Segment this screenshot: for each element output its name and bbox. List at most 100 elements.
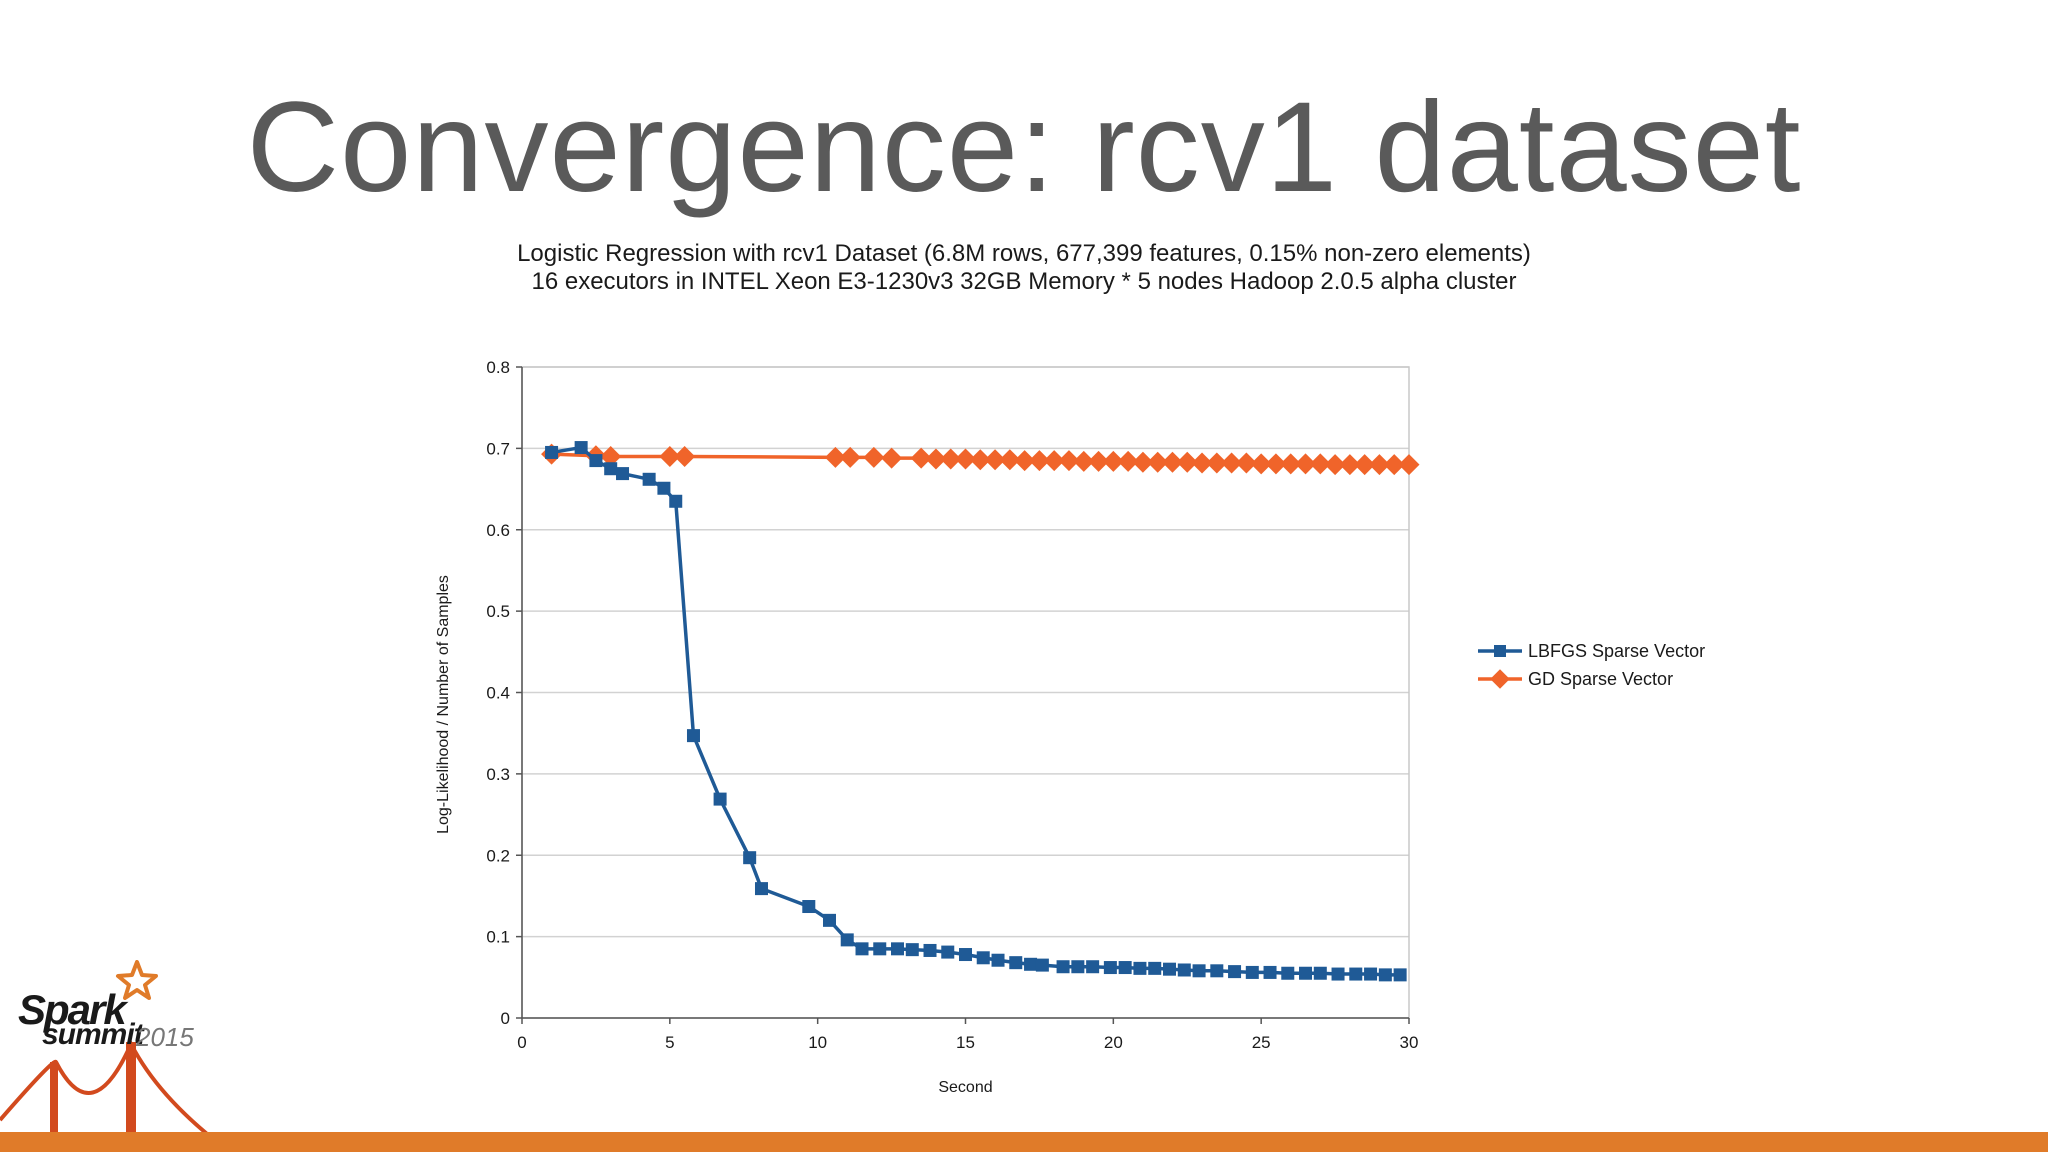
data-point-square (1349, 967, 1363, 981)
data-point-square (1009, 956, 1023, 970)
y-tick-label: 0.2 (486, 846, 510, 865)
data-point-diamond (1058, 450, 1080, 472)
y-tick-label: 0.7 (486, 439, 510, 458)
data-point-diamond (1191, 452, 1213, 474)
data-point-diamond (1235, 452, 1257, 474)
data-point-diamond (600, 446, 622, 468)
data-point-square (1118, 961, 1132, 975)
data-point-square (855, 942, 869, 956)
data-point-square (743, 851, 757, 865)
y-tick-label: 0.4 (486, 684, 510, 703)
data-point-square (1263, 965, 1277, 979)
data-point-diamond (659, 446, 681, 468)
data-point-square (890, 942, 904, 956)
data-point-square (604, 462, 618, 476)
data-point-diamond (1102, 450, 1124, 472)
data-point-square (1024, 957, 1038, 971)
data-point-square (1056, 960, 1070, 974)
data-point-diamond (824, 446, 846, 468)
data-point-square (959, 948, 972, 962)
data-point-diamond (1250, 453, 1272, 475)
data-point-diamond (1339, 454, 1361, 476)
data-point-diamond (1117, 450, 1139, 472)
data-point-diamond (1383, 454, 1405, 476)
data-point-diamond (1309, 453, 1331, 475)
data-point-diamond (1398, 454, 1420, 476)
data-point-square (1364, 967, 1378, 981)
data-point-square (1331, 967, 1345, 981)
data-point-square (1313, 966, 1327, 980)
y-tick-label: 0.1 (486, 928, 510, 947)
spark-summit-logo: Spark summit 2015 (18, 960, 208, 1058)
x-tick-label: 15 (956, 1033, 975, 1052)
data-point-square (657, 481, 671, 495)
data-point-diamond (1221, 452, 1243, 474)
data-point-square (1163, 962, 1177, 976)
chart-caption-line-1: Logistic Regression with rcv1 Dataset (6… (517, 240, 1531, 267)
legend-marker (1490, 669, 1510, 689)
data-point-square (686, 729, 700, 743)
star-icon (116, 960, 158, 1000)
data-point-diamond (1043, 450, 1065, 472)
data-point-square (1378, 968, 1392, 982)
data-point-square (941, 945, 955, 959)
data-point-square (1086, 960, 1100, 974)
data-point-diamond (1280, 453, 1302, 475)
data-point-diamond (863, 446, 885, 468)
data-point-diamond (999, 449, 1021, 471)
data-point-diamond (969, 449, 991, 471)
data-point-diamond (1161, 451, 1183, 473)
data-point-square (669, 494, 683, 508)
data-point-diamond (1295, 453, 1317, 475)
legend-label: LBFGS Sparse Vector (1528, 641, 1705, 661)
data-point-diamond (1206, 452, 1228, 474)
y-axis-label: Log-Likelihood / Number of Samples (435, 575, 452, 834)
x-tick-label: 25 (1252, 1033, 1271, 1052)
legend-label: GD Sparse Vector (1528, 669, 1673, 689)
data-point-square (1245, 965, 1259, 979)
data-point-square (1035, 958, 1049, 972)
data-point-diamond (881, 447, 903, 469)
chart-caption-line-2: 16 executors in INTEL Xeon E3-1230v3 32G… (531, 268, 1517, 295)
data-point-square (1148, 961, 1162, 975)
data-point-square (1177, 963, 1191, 977)
data-point-square (589, 454, 603, 468)
data-point-diamond (955, 448, 976, 470)
data-point-square (574, 441, 588, 455)
data-point-diamond (1014, 450, 1036, 472)
data-point-square (923, 943, 937, 957)
series (541, 441, 1420, 982)
data-point-diamond (910, 447, 932, 469)
data-point-diamond (1147, 451, 1169, 473)
data-point-square (1228, 965, 1242, 979)
y-tick-label: 0.6 (486, 521, 510, 540)
data-point-diamond (1354, 454, 1376, 476)
logo-text-summit: summit (42, 1018, 144, 1051)
x-tick-label: 30 (1400, 1033, 1419, 1052)
legend-marker (1494, 645, 1506, 657)
axes: 0 0.1 0.2 0.3 0.4 0.5 0.6 0.7 0.8 0 5 10 15 20 25 30 (486, 358, 1418, 1052)
data-point-square (991, 953, 1005, 967)
data-point-diamond (1028, 450, 1050, 472)
series-lbfgs-sparse-vector (545, 441, 1407, 982)
bottom-accent-bar (0, 1132, 2048, 1152)
data-point-square (1192, 964, 1206, 978)
data-point-diamond (839, 446, 861, 468)
data-point-square (802, 900, 816, 914)
y-tick-label: 0.5 (486, 602, 510, 621)
data-point-diamond (940, 448, 962, 470)
data-point-diamond (925, 448, 947, 470)
y-tick-label: 0.3 (486, 765, 510, 784)
logo-text-year: 2015 (136, 1022, 194, 1052)
y-tick-label: 0.8 (486, 358, 510, 377)
data-point-diamond (1073, 450, 1095, 472)
legend: LBFGS Sparse Vector GD Sparse Vector (1478, 641, 1705, 689)
data-point-diamond (1265, 453, 1287, 475)
data-point-square (616, 467, 630, 481)
logo-text-spark: Spark (18, 986, 127, 1033)
data-point-diamond (1324, 454, 1346, 476)
data-point-diamond (674, 446, 696, 468)
x-axis-label: Second (938, 1079, 992, 1096)
data-point-square (642, 472, 656, 486)
